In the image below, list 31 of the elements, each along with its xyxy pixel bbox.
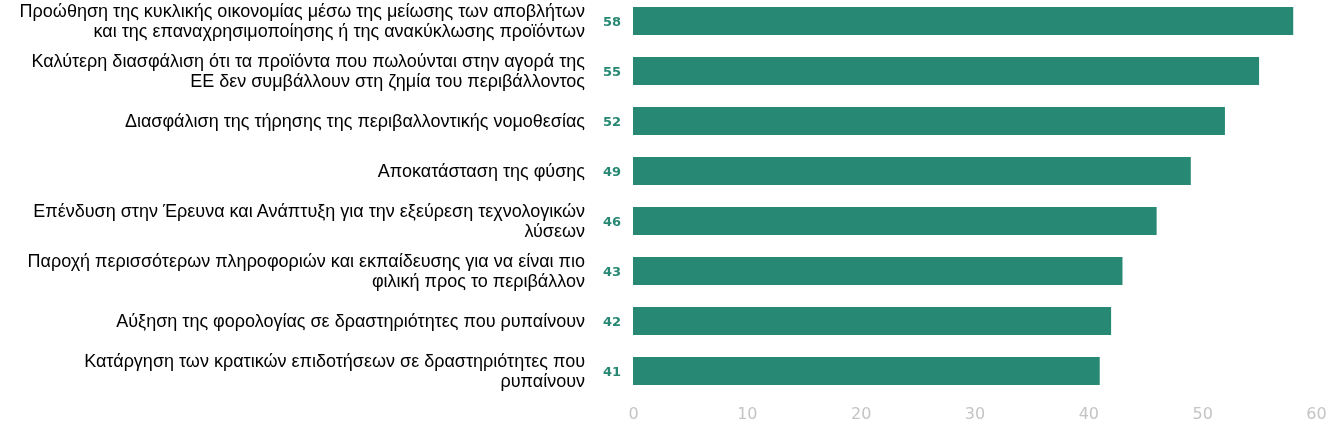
x-tick-label: 0 — [628, 404, 639, 424]
data-label: 55 — [602, 63, 621, 79]
x-tick-label: 30 — [964, 404, 986, 424]
bar — [633, 107, 1225, 135]
data-label: 46 — [602, 213, 621, 229]
data-label: 42 — [602, 313, 621, 329]
bar — [633, 257, 1123, 285]
y-tick-label: Καλύτερη διασφάλιση ότι τα προϊόντα που πωλούνται στην αγορά της ΕΕ δεν συμβάλλουν στη ζημία του περιβάλλοντος — [31, 51, 586, 92]
bar — [633, 7, 1294, 35]
bar — [633, 157, 1191, 185]
y-tick-label: Διασφάλιση της τήρησης της περιβαλλοντικής νομοθεσίας — [124, 111, 586, 132]
data-label: 58 — [602, 13, 621, 29]
y-tick-label: Αύξηση της φορολογίας σε δραστηριότητες που ρυπαίνουν — [116, 311, 585, 332]
x-tick-label: 10 — [737, 404, 758, 424]
bar — [633, 307, 1112, 335]
x-tick-label: 50 — [1192, 404, 1213, 424]
y-tick-label: Επένδυση στην Έρευνα και Ανάπτυξη για την εξεύρεση τεχνολογικών λύσεων — [33, 201, 585, 242]
data-label: 41 — [602, 363, 621, 379]
y-tick-label: Κατάργηση των κρατικών επιδοτήσεων σε δραστηριότητες που ρυπαίνουν — [84, 351, 585, 392]
data-label: 52 — [602, 113, 621, 129]
bar — [633, 57, 1260, 85]
data-label: 49 — [602, 163, 621, 179]
y-tick-label: Προώθηση της κυκλικής οικονομίας μέσω της μείωσης των αποβλήτων και της επαναχρησιμοποίησης ή της ανακύκλωσης προϊόντων — [19, 1, 585, 42]
data-label: 43 — [602, 263, 621, 279]
y-tick-label: Αποκατάσταση της φύσης — [377, 161, 586, 182]
bar — [633, 207, 1157, 235]
x-tick-label: 60 — [1306, 404, 1327, 424]
y-tick-label: Παροχή περισσότερων πληροφοριών και εκπαίδευσης για να είναι πιο φιλική προς το περιβάλλον — [27, 251, 585, 292]
x-tick-label: 40 — [1078, 404, 1100, 424]
x-tick-label: 20 — [850, 404, 872, 424]
bar — [633, 357, 1100, 385]
